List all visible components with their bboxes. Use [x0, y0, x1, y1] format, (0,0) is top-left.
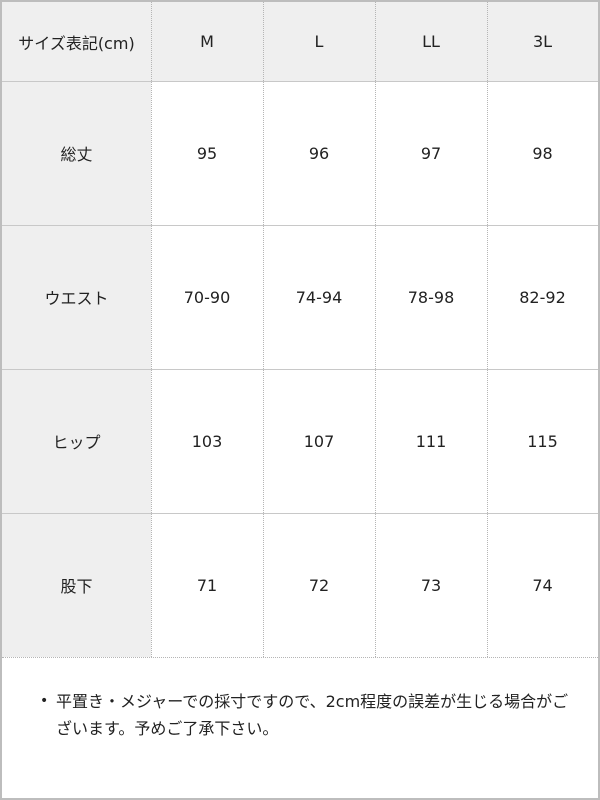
row-divider	[2, 513, 598, 514]
table-cell: 103	[191, 431, 223, 451]
column-header: M	[151, 2, 263, 81]
row-header-title: サイズ表記(cm)	[2, 2, 151, 81]
table-cell: 98	[532, 143, 553, 163]
table-cell: 74	[532, 575, 553, 595]
row-label: ヒップ	[2, 369, 151, 513]
column-divider	[487, 2, 488, 657]
column-header: LL	[375, 2, 487, 81]
table-cell: 78-98	[407, 287, 455, 307]
row-label: 股下	[2, 513, 151, 657]
table-cell: 72	[308, 575, 330, 595]
table-cell: 70-90	[183, 287, 231, 307]
table-cell: 111	[415, 431, 447, 451]
table-cell: 115	[527, 431, 558, 451]
measurement-note: • 平置き・メジャーでの採寸ですので、2cm程度の誤差が生じる場合がございます。…	[40, 688, 580, 742]
column-header: 3L	[487, 2, 598, 81]
note-text: 平置き・メジャーでの採寸ですので、2cm程度の誤差が生じる場合がございます。予め…	[56, 692, 569, 738]
row-divider	[2, 369, 598, 370]
table-cell: 73	[420, 575, 442, 595]
bullet: •	[40, 693, 49, 709]
column-header: L	[263, 2, 375, 81]
row-divider	[2, 657, 598, 658]
row-divider	[2, 225, 598, 226]
column-divider	[263, 2, 264, 657]
row-label: 総丈	[2, 81, 151, 225]
table-cell: 95	[196, 143, 218, 163]
table-cell: 82-92	[519, 287, 566, 307]
table-cell: 107	[303, 431, 335, 451]
row-label: ウエスト	[2, 225, 151, 369]
column-divider	[151, 2, 152, 657]
table-cell: 97	[420, 143, 442, 163]
table-cell: 71	[196, 575, 218, 595]
table-cell: 96	[308, 143, 330, 163]
table-cell: 74-94	[295, 287, 343, 307]
column-divider	[375, 2, 376, 657]
row-divider	[2, 81, 598, 82]
